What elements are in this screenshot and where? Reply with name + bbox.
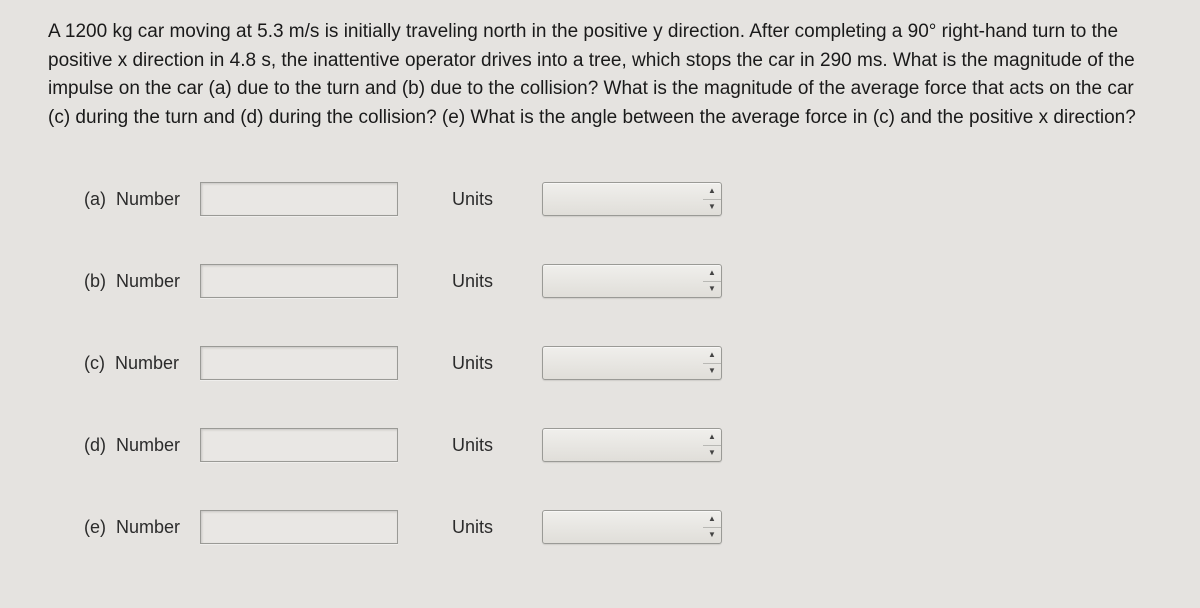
question-text: A 1200 kg car moving at 5.3 m/s is initi… [48,18,1152,132]
row-tag: (c) [84,353,105,373]
number-input-b[interactable] [200,264,398,298]
units-label-c: Units [452,353,514,374]
units-select-wrap-d [542,428,722,462]
number-word: Number [115,353,179,373]
row-tag: (b) [84,271,106,291]
units-select-c[interactable] [542,346,722,380]
units-select-wrap-a [542,182,722,216]
units-label-d: Units [452,435,514,456]
row-tag: (e) [84,517,106,537]
row-tag: (d) [84,435,106,455]
answer-row-e: (e) Number Units [80,510,1152,544]
units-select-b[interactable] [542,264,722,298]
answer-row-a: (a) Number Units [80,182,1152,216]
row-label-b: (b) Number [80,271,200,292]
number-input-a[interactable] [200,182,398,216]
number-input-d[interactable] [200,428,398,462]
number-word: Number [116,435,180,455]
row-tag: (a) [84,189,106,209]
row-label-c: (c) Number [80,353,200,374]
number-word: Number [116,189,180,209]
units-select-wrap-e [542,510,722,544]
units-label-a: Units [452,189,514,210]
number-input-e[interactable] [200,510,398,544]
number-input-c[interactable] [200,346,398,380]
answer-row-c: (c) Number Units [80,346,1152,380]
units-label-b: Units [452,271,514,292]
answer-rows: (a) Number Units (b) Number Units [48,182,1152,544]
units-select-d[interactable] [542,428,722,462]
number-word: Number [116,517,180,537]
units-label-e: Units [452,517,514,538]
answer-row-d: (d) Number Units [80,428,1152,462]
units-select-a[interactable] [542,182,722,216]
units-select-e[interactable] [542,510,722,544]
units-select-wrap-b [542,264,722,298]
number-word: Number [116,271,180,291]
row-label-d: (d) Number [80,435,200,456]
page-container: A 1200 kg car moving at 5.3 m/s is initi… [0,0,1200,544]
row-label-e: (e) Number [80,517,200,538]
units-select-wrap-c [542,346,722,380]
answer-row-b: (b) Number Units [80,264,1152,298]
row-label-a: (a) Number [80,189,200,210]
